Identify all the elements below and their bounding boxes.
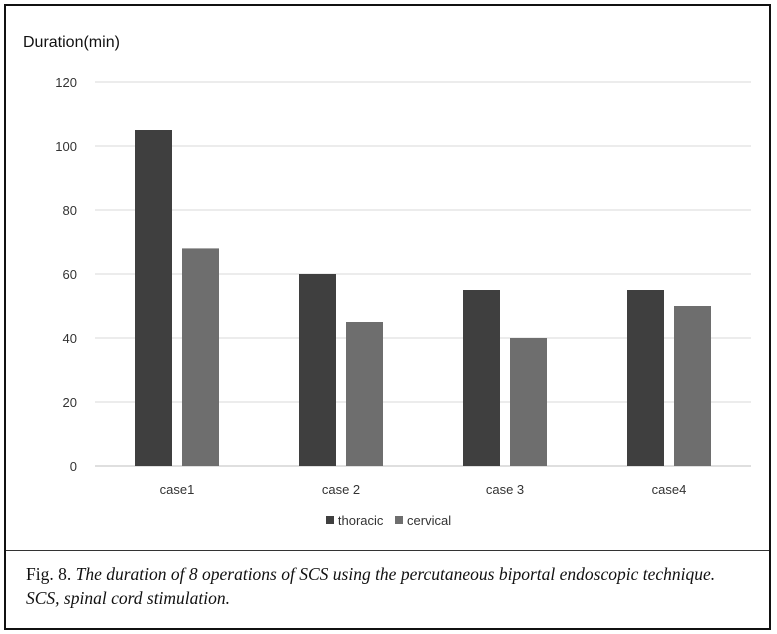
legend-item-thoracic: thoracic: [325, 512, 384, 528]
caption-label: Fig. 8.: [26, 564, 72, 584]
bar-thoracic-3: [627, 290, 664, 466]
legend-label-thoracic: thoracic: [337, 512, 384, 528]
legend-label-cervical: cervical: [407, 512, 452, 528]
legend-swatch-thoracic: [325, 516, 334, 524]
y-tick-label: 120: [55, 75, 77, 90]
bar-cervical-1: [346, 322, 383, 466]
bar-thoracic-0: [135, 130, 172, 466]
y-tick-label: 60: [63, 267, 77, 282]
y-tick-label: 20: [63, 395, 77, 410]
legend: thoracic cervical: [0, 512, 777, 528]
figure-caption: Fig. 8. The duration of 8 operations of …: [26, 562, 746, 610]
bar-cervical-3: [674, 306, 711, 466]
legend-item-cervical: cervical: [395, 513, 451, 528]
bar-thoracic-2: [463, 290, 500, 466]
x-tick-label: case1: [160, 482, 195, 497]
y-tick-label: 40: [63, 331, 77, 346]
x-tick-label: case 2: [322, 482, 360, 497]
caption-divider: [6, 550, 769, 551]
y-tick-label: 100: [55, 139, 77, 154]
caption-text: The duration of 8 operations of SCS usin…: [26, 564, 716, 608]
bar-thoracic-1: [299, 274, 336, 466]
y-tick-label: 0: [70, 459, 77, 474]
x-tick-labels: case1 case 2 case 3 case4: [160, 482, 687, 497]
y-axis-title: Duration(min): [23, 34, 120, 51]
x-tick-label: case 3: [486, 482, 524, 497]
x-tick-label: case4: [652, 482, 687, 497]
bars: [135, 130, 711, 466]
bar-cervical-2: [510, 338, 547, 466]
y-tick-label: 80: [63, 203, 77, 218]
y-tick-labels: 0 20 40 60 80 100 120: [55, 75, 77, 474]
bar-cervical-0: [182, 248, 219, 466]
legend-swatch-cervical: [395, 516, 404, 524]
